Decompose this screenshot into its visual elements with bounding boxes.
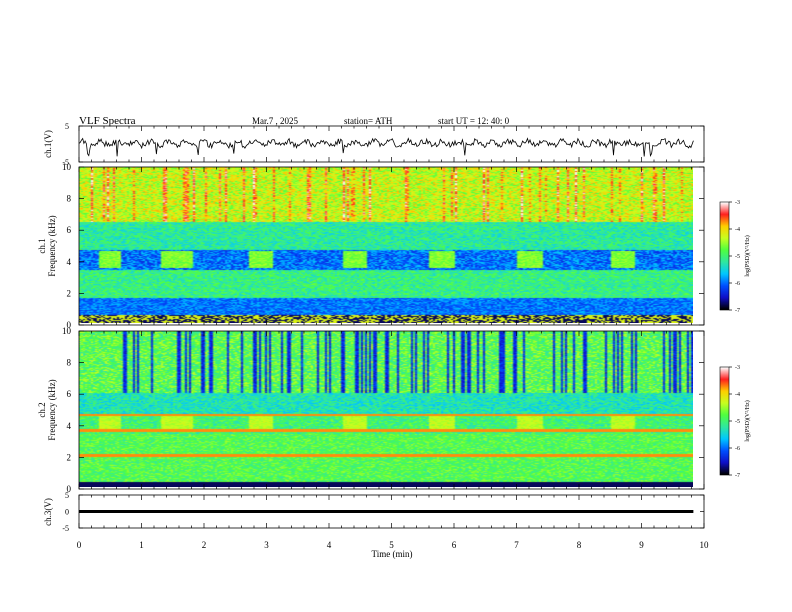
x-tick-label: 7 (514, 540, 519, 550)
x-tick-label: 6 (452, 540, 457, 550)
y-tick-label: 10 (62, 162, 72, 172)
ch1-waveform (78, 137, 694, 157)
colorbar-tick-label: -3 (735, 365, 740, 371)
colorbar-tick-label: -4 (735, 392, 740, 398)
y-tick-label: 5 (65, 491, 69, 500)
ch3-wave-ylabel: ch.3(V) (43, 498, 53, 526)
y-tick-label: 8 (67, 358, 72, 368)
colorbar-tick-label: -6 (735, 281, 740, 287)
ch1-spectrogram (79, 167, 693, 323)
ch1-colorbar-label: log(PSD)(V²/Hz) (744, 235, 751, 276)
x-axis-label: Time (min) (372, 549, 413, 559)
ch2-spec-ylabel-top: ch.2 (37, 402, 47, 417)
y-tick-label: 8 (67, 194, 72, 204)
colorbar-tick-label: -7 (735, 473, 740, 479)
colorbar-tick-label: -4 (735, 227, 740, 233)
axis-ticks (78, 125, 732, 529)
y-tick-label: 6 (67, 225, 72, 235)
axis-tick-labels: 0 1 2 3 4 5 6 7 8 9 100246810-3-4-5-6-70246810-3-4… (62, 122, 740, 550)
x-tick-label: 1 (139, 540, 144, 550)
x-tick-label: 3 (264, 540, 269, 550)
ch2-colorbar-label: log(PSD)(V²/Hz) (744, 400, 751, 441)
y-tick-label: 5 (65, 122, 69, 131)
y-tick-label: -5 (62, 158, 69, 167)
y-tick-label: -5 (62, 524, 69, 533)
colorbar-tick-label: -3 (735, 200, 740, 206)
y-tick-label: 4 (67, 257, 72, 267)
colorbar-tick-label: -7 (735, 308, 740, 314)
x-tick-label: 10 (700, 540, 710, 550)
y-tick-label: 0 (67, 320, 72, 330)
ch1-wave-ylabel: ch.1(V) (43, 130, 53, 158)
ch2-spec-ylabel: Frequency (kHz) (47, 379, 57, 440)
colorbar-tick-label: -6 (735, 446, 740, 452)
start-time-label: start UT = 12: 40: 0 (438, 116, 510, 126)
figure-title: VLF Spectra (79, 115, 136, 127)
y-tick-label: 2 (67, 452, 72, 462)
x-tick-label: 4 (327, 540, 332, 550)
y-tick-label: 0 (65, 508, 69, 517)
y-tick-label: 0 (67, 484, 72, 494)
x-tick-label: 2 (202, 540, 207, 550)
ch2-spectrogram (79, 331, 693, 487)
ch1-colorbar (720, 202, 729, 310)
y-tick-label: 2 (67, 288, 72, 298)
colorbar-tick-label: -5 (735, 254, 740, 260)
y-tick-label: 4 (67, 421, 72, 431)
x-tick-label: 0 (77, 540, 82, 550)
date-label: Mar.7 , 2025 (252, 116, 298, 126)
ch1-spec-ylabel: Frequency (kHz) (47, 215, 57, 276)
y-tick-label: 10 (62, 326, 72, 336)
y-tick-label: 6 (67, 389, 72, 399)
ch3-waveform (79, 510, 694, 513)
station-label: station= ATH (344, 116, 393, 126)
colorbar-tick-label: -5 (735, 419, 740, 425)
x-tick-label: 9 (639, 540, 644, 550)
ch2-colorbar (720, 367, 729, 475)
x-tick-label: 5 (389, 540, 394, 550)
x-tick-label: 8 (577, 540, 582, 550)
ch1-spec-ylabel-top: ch.1 (37, 238, 47, 253)
